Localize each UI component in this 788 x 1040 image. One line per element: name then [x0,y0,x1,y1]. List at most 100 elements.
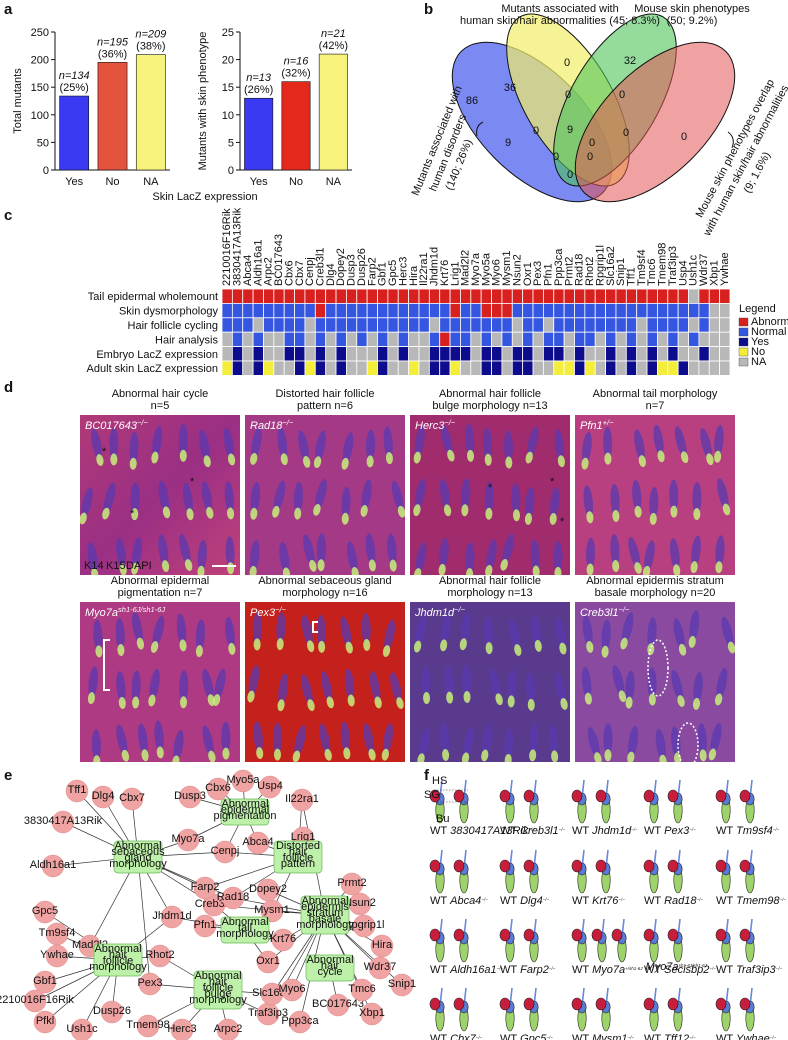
genotype-sup: −/− [497,966,504,971]
phenotype-label: morphology [296,919,354,931]
sebaceous-gland [667,789,679,803]
gene-label: Tmc6 [646,259,658,287]
row-label: Hair follicle cycling [128,320,218,332]
follicle [176,613,187,646]
phenotype-label: sebaceous [111,846,165,858]
gene-node-label: Farp2 [191,881,220,893]
heat-cell [304,331,316,348]
heat-cell [480,288,492,304]
gene-node [271,928,295,952]
heat-cell [304,288,316,304]
follicle-bulb [688,635,696,648]
follicle-bulb [500,558,508,571]
follicle [195,619,206,652]
heat-cell [574,360,586,376]
genotype-sup: −/− [697,897,704,902]
follicle-bulb [680,451,689,464]
follicle [81,487,93,519]
follicle [390,672,402,704]
heat-cell [346,317,358,333]
follicle-bulb [345,641,353,654]
heat-cell [252,317,264,333]
heat-cell [242,317,254,333]
gene-node [350,978,374,1002]
heat-cell [480,331,492,348]
heat-cell [283,288,295,304]
follicle-bulb [318,640,326,653]
region-count: 0 [567,169,573,181]
gene-node-label: Jhdm1d [152,910,191,922]
follicle [691,535,701,568]
heat-cell [387,360,399,376]
heat-cell [428,302,441,319]
value-label: n=134 [59,70,90,82]
set-label: (50; 9.2%) [667,15,718,27]
follicle [387,533,397,566]
heat-cell [470,360,482,376]
sebaceous-gland [739,789,751,803]
heat-cell [408,302,420,319]
gene-node [221,886,245,910]
sebaceous-gland [571,859,583,873]
follicle [692,482,702,515]
heat-cell [366,346,378,362]
panel-label: e [4,767,12,784]
phenotype-label: hair [109,949,128,961]
follicle-bulb [485,642,493,655]
sebaceous-gland [667,928,679,942]
heat-cell [387,288,399,304]
heat-cell [428,331,441,348]
follicle [674,426,687,458]
heat-cell [335,360,347,376]
genotype-label: Pfn1+/− [580,418,614,432]
follicle [460,612,471,645]
follicle [655,728,666,761]
sebaceous-gland [523,928,535,942]
gene-node-label: Ush1c [66,1023,98,1035]
gene-node-label: Cenpj [211,845,240,857]
heat-cell [553,288,565,304]
heat-cell [698,317,710,333]
heat-cell [532,302,544,319]
genotype-sup: −/− [619,605,630,614]
micrograph [575,415,735,575]
heat-cell [304,360,316,376]
follicle [298,430,309,462]
sebaceous-gland [429,928,441,942]
heat-cell [449,346,461,362]
follicle-bulb [594,752,602,762]
heat-cell [501,317,513,333]
follicle [461,478,471,511]
gene-node [23,989,47,1013]
follicle [525,486,535,519]
follicle [653,424,664,457]
heat-cell [377,317,389,333]
bar [135,54,166,171]
gene-node [231,769,255,793]
follicle [202,668,214,701]
percent-label: (38%) [136,41,165,53]
gene-node-label: Ywhae [40,949,74,961]
heat-cell [646,360,658,376]
heat-cell [615,288,627,304]
phenotype-label: follicle [103,955,134,967]
image-title: Abnormal hair cycle [112,388,209,400]
heat-cell [294,346,306,362]
heat-cell [470,302,482,319]
micrograph [80,602,240,762]
genotype-label: Herc3−/− [415,418,456,432]
genotype-sup: −/− [709,966,716,971]
follicle-bulb [557,455,565,468]
gene-node-label: Pex3 [137,977,162,989]
follicle [484,481,494,514]
phenotype-node [193,970,243,1010]
sebaceous-gland [499,997,511,1011]
follicle [149,668,160,701]
follicle-bulb [514,644,522,656]
phenotype-label: hair [209,976,228,988]
genotype-labels: WT Tm9sf4−/− [716,825,780,837]
y-tick-label: 15 [222,82,234,94]
follicle-bulb [438,563,446,575]
image-title: Abnormal hair follicle [439,575,541,587]
follicle [315,430,326,463]
